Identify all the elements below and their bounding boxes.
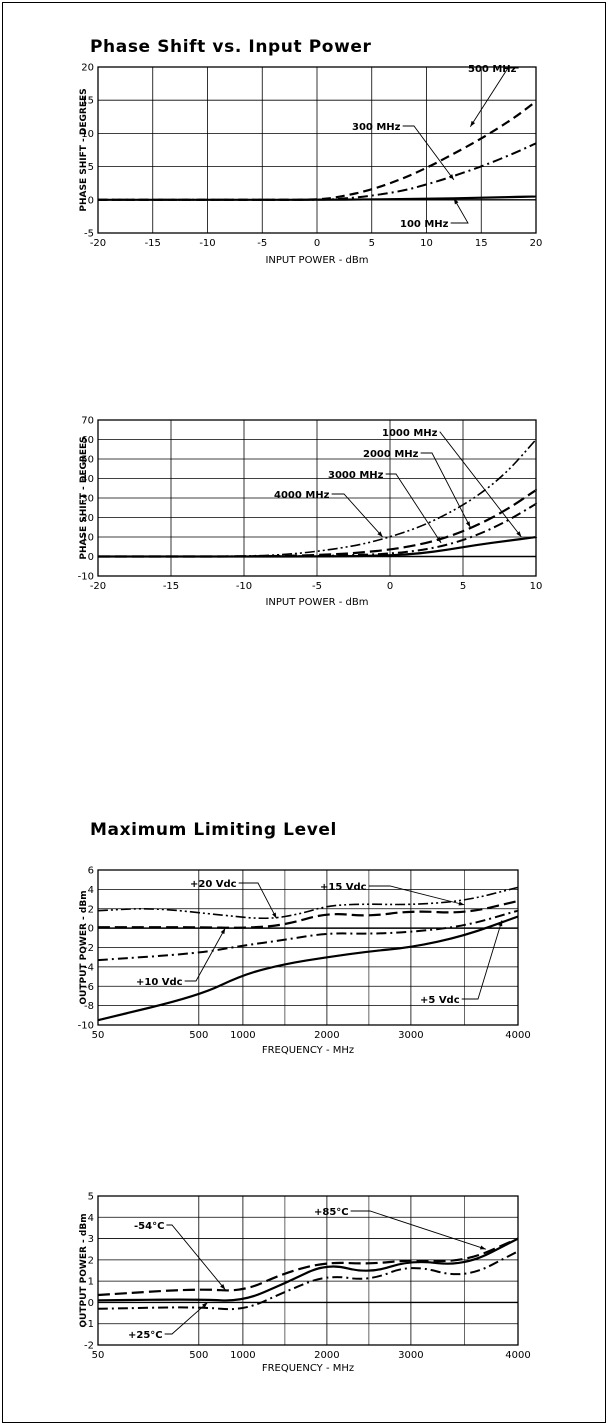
y-tick-label: 5 [88, 162, 94, 173]
annotation-leader [450, 198, 469, 224]
x-tick-label: 15 [475, 238, 488, 249]
y-tick-label: 10 [81, 129, 94, 140]
annotation-label: 500 MHz [468, 64, 517, 75]
y-tick-label: 20 [81, 63, 94, 74]
series-line-100-mhz [98, 195, 538, 201]
annotation-arrowhead [470, 120, 476, 127]
phase-shift-section-title: Phase Shift vs. Input Power [90, 37, 372, 57]
x-tick-label: -10 [199, 238, 215, 249]
series-line-300-mhz [98, 142, 537, 201]
annotation-arrowhead [453, 198, 459, 205]
x-tick-label: -15 [145, 238, 161, 249]
limiting-level-section-title: Maximum Limiting Level [90, 820, 337, 840]
x-tick-label: 10 [420, 238, 433, 249]
y-tick-label: 15 [81, 96, 94, 107]
x-tick-label: -5 [257, 238, 267, 249]
y-tick-label: 0 [88, 195, 94, 206]
x-tick-label: -20 [90, 238, 106, 249]
annotation-label: 100 MHz [400, 219, 449, 230]
y-axis-label: PHASE SHIFT - DEGREES [79, 88, 89, 211]
annotation-leader [469, 67, 519, 128]
x-axis-label: INPUT POWER - dBm [265, 255, 368, 266]
x-tick-label: 20 [530, 238, 543, 249]
y-tick-label: -5 [84, 229, 94, 240]
annotation-label: 300 MHz [352, 122, 401, 133]
annotation-arrowhead [448, 174, 454, 180]
x-tick-label: 0 [314, 238, 320, 249]
x-tick-label: 5 [369, 238, 375, 249]
annotation-leader [402, 125, 455, 181]
